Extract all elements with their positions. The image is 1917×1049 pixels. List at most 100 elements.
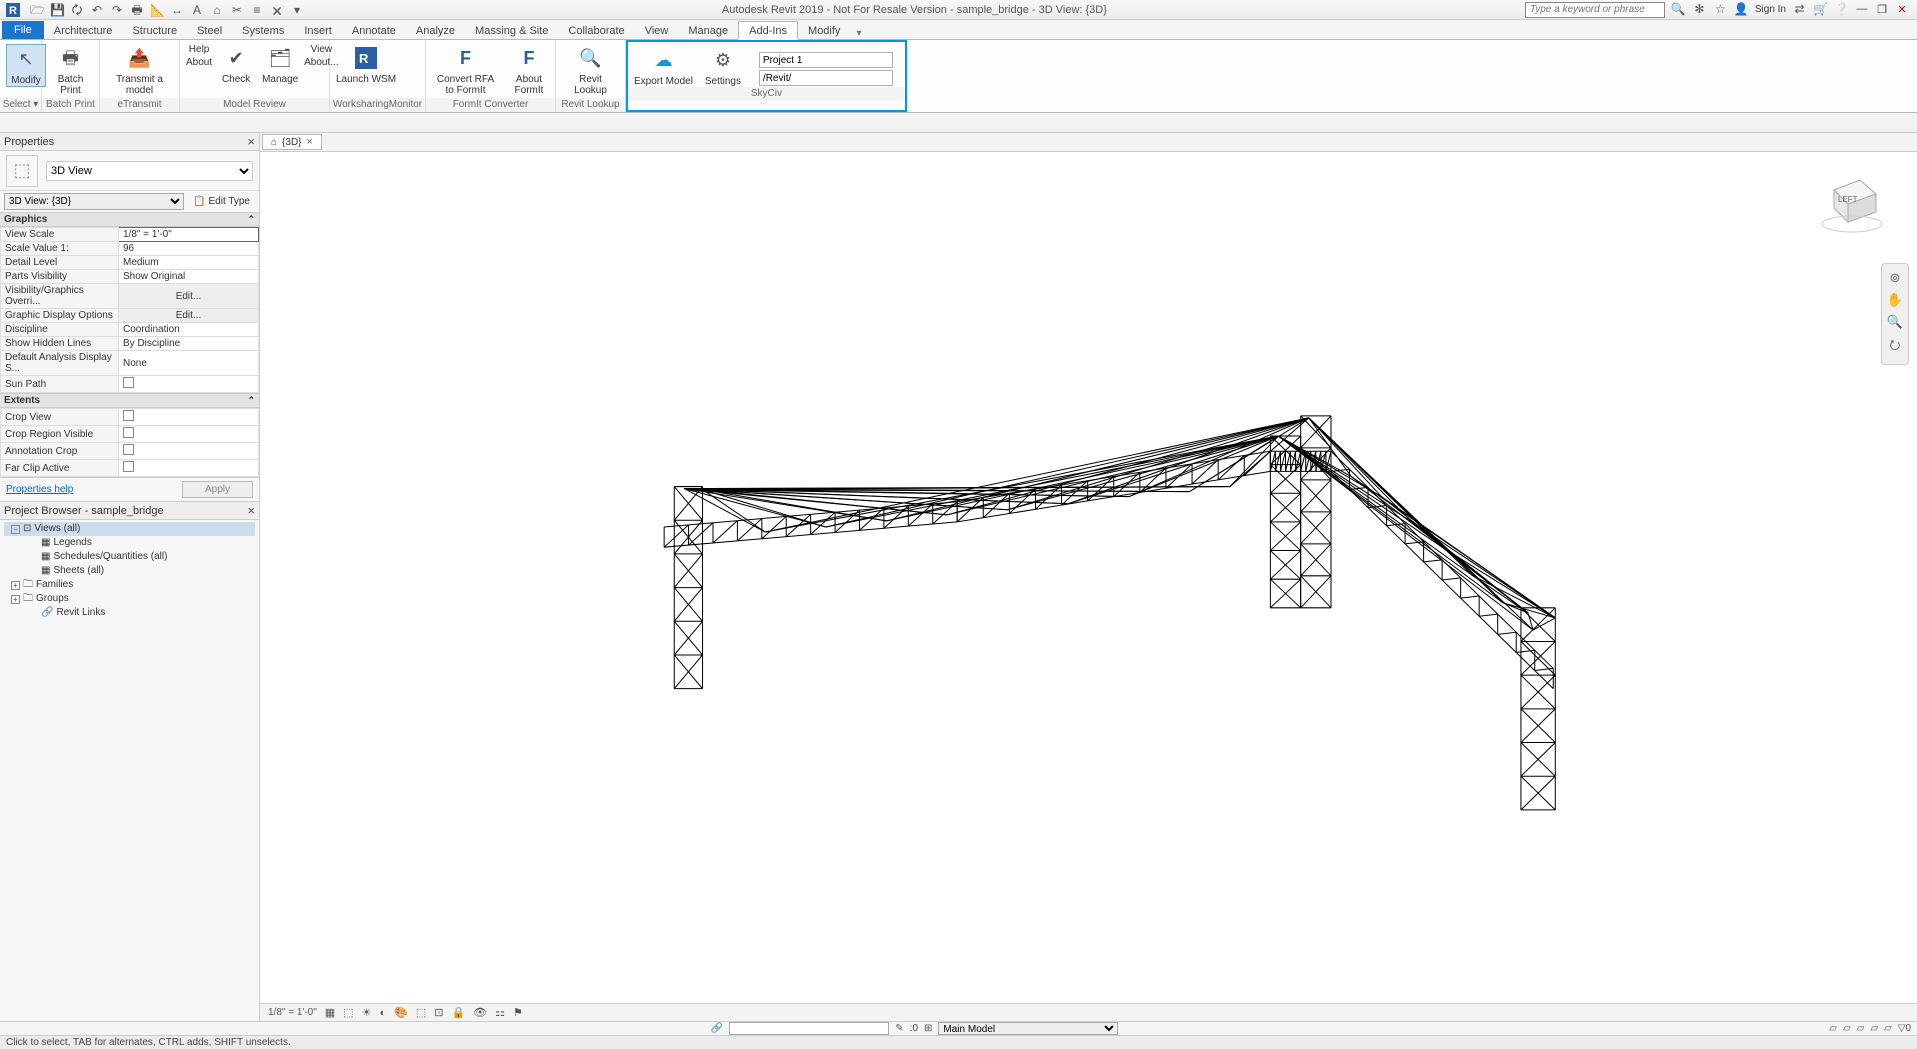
undo-icon[interactable]: ↶ bbox=[90, 3, 104, 17]
prop-value[interactable]: None bbox=[119, 351, 259, 376]
temp-icon[interactable]: 👁 bbox=[473, 1006, 487, 1019]
tab-steel[interactable]: Steel bbox=[187, 22, 232, 39]
properties-close-icon[interactable]: × bbox=[247, 134, 255, 149]
checkbox[interactable] bbox=[123, 377, 134, 388]
analytical-icon[interactable]: ⚑ bbox=[513, 1006, 523, 1019]
view-scale[interactable]: 1/8" = 1'-0" bbox=[268, 1007, 317, 1018]
measure-icon[interactable]: 📐 bbox=[150, 3, 164, 17]
wsm-tool[interactable]: RLaunch WSM bbox=[336, 44, 396, 85]
crop-icon[interactable]: ⬚ bbox=[416, 1006, 426, 1019]
panel-title-select[interactable]: Select ▾ bbox=[0, 98, 41, 112]
prop-value[interactable]: 1/8" = 1'-0" bbox=[119, 228, 259, 242]
sun-icon[interactable]: ☀ bbox=[362, 1006, 372, 1019]
zoom-icon[interactable]: 🔍 bbox=[1887, 314, 1903, 330]
sel3-icon[interactable]: ▱ bbox=[1857, 1023, 1865, 1034]
tree-expand-icon[interactable]: + bbox=[11, 595, 20, 604]
detail-icon[interactable]: ▦ bbox=[325, 1006, 335, 1019]
viewcube[interactable]: LEFT bbox=[1817, 163, 1887, 233]
tab-view[interactable]: View bbox=[635, 22, 679, 39]
sync-icon[interactable]: 🗘 bbox=[70, 3, 84, 17]
skyciv-settings-tool[interactable]: ⚙Settings bbox=[703, 46, 743, 87]
tab-overflow-icon[interactable]: ▾ bbox=[856, 28, 861, 39]
tab-massing[interactable]: Massing & Site bbox=[465, 22, 558, 39]
properties-help-link[interactable]: Properties help bbox=[6, 484, 73, 495]
prop-group[interactable]: Graphics⌃ bbox=[0, 212, 259, 227]
prop-value[interactable]: 96 bbox=[119, 242, 259, 256]
dim-icon[interactable]: ↔ bbox=[170, 3, 184, 17]
user-icon[interactable]: 👤 bbox=[1734, 2, 1749, 17]
tab-annotate[interactable]: Annotate bbox=[342, 22, 406, 39]
checkbox[interactable] bbox=[123, 461, 134, 472]
minimize-icon[interactable]: — bbox=[1855, 3, 1869, 17]
pan-icon[interactable]: ✋ bbox=[1887, 292, 1903, 308]
project-tree[interactable]: −⊡Views (all)▦Legends▦Schedules/Quantiti… bbox=[0, 520, 259, 622]
type-select[interactable]: 3D View bbox=[46, 161, 253, 181]
lock-icon[interactable]: 🔒 bbox=[451, 1006, 465, 1019]
view-tab[interactable]: ⌂ {3D} × bbox=[262, 134, 322, 150]
manage-tool[interactable]: 🗂Manage bbox=[260, 44, 300, 85]
about-tool[interactable]: About bbox=[186, 57, 212, 68]
save-icon[interactable]: 💾 bbox=[50, 3, 64, 17]
filter-icon[interactable]: ▽0 bbox=[1898, 1023, 1911, 1034]
restore-icon[interactable]: ❐ bbox=[1875, 3, 1889, 17]
tab-collaborate[interactable]: Collaborate bbox=[558, 22, 634, 39]
section-icon[interactable]: ✂ bbox=[230, 3, 244, 17]
render-icon[interactable]: 🎨 bbox=[394, 1006, 408, 1019]
about-formit-tool[interactable]: FAbout FormIt bbox=[509, 44, 549, 96]
checkbox[interactable] bbox=[123, 410, 134, 421]
etransmit-tool[interactable]: 📤Transmit a model bbox=[106, 44, 173, 96]
skyciv-project-input[interactable] bbox=[759, 52, 893, 68]
prop-value[interactable]: Show Original bbox=[119, 270, 259, 284]
star-icon[interactable]: ☆ bbox=[1713, 2, 1728, 17]
drawing-canvas[interactable] bbox=[260, 152, 1917, 1003]
modify-tool[interactable]: ↖Modify bbox=[6, 44, 46, 87]
tree-item[interactable]: ▦Schedules/Quantities (all) bbox=[4, 550, 255, 564]
batch-print-tool[interactable]: 🖶Batch Print bbox=[48, 44, 93, 96]
shadow-icon[interactable]: ◐ bbox=[379, 1007, 386, 1019]
text-icon[interactable]: A bbox=[190, 3, 204, 17]
check-tool[interactable]: ✔Check bbox=[216, 44, 256, 85]
prop-value[interactable]: By Discipline bbox=[119, 337, 259, 351]
worksets-input[interactable] bbox=[729, 1022, 889, 1035]
help-tool[interactable]: Help bbox=[186, 44, 212, 55]
apply-button[interactable]: Apply bbox=[182, 481, 253, 498]
properties-type-selector[interactable]: ⬚ 3D View bbox=[0, 151, 259, 191]
cart-icon[interactable]: 🛒 bbox=[1813, 2, 1828, 17]
checkbox[interactable] bbox=[123, 444, 134, 455]
edit-button[interactable]: Edit... bbox=[119, 309, 259, 323]
instance-select[interactable]: 3D View: {3D} bbox=[4, 193, 184, 210]
edit-type-button[interactable]: 📋Edit Type bbox=[188, 194, 255, 209]
tree-expand-icon[interactable]: + bbox=[11, 581, 20, 590]
redo-icon[interactable]: ↷ bbox=[110, 3, 124, 17]
switch-icon[interactable]: ▾ bbox=[290, 3, 304, 17]
tab-file[interactable]: File bbox=[2, 21, 44, 39]
help-icon[interactable]: ❔ bbox=[1834, 2, 1849, 17]
3d-icon[interactable]: ⌂ bbox=[210, 3, 224, 17]
checkbox[interactable] bbox=[123, 427, 134, 438]
tab-modify[interactable]: Modify bbox=[798, 22, 850, 39]
view-tab-close-icon[interactable]: × bbox=[307, 136, 313, 148]
navigation-bar[interactable]: ⊚ ✋ 🔍 ⭮ bbox=[1881, 263, 1909, 365]
thin-lines-icon[interactable]: ≡ bbox=[250, 3, 264, 17]
comm-icon[interactable]: ✻ bbox=[1692, 2, 1707, 17]
orbit-icon[interactable]: ⭮ bbox=[1890, 336, 1901, 358]
tab-addins[interactable]: Add-Ins bbox=[738, 21, 798, 40]
tab-insert[interactable]: Insert bbox=[294, 22, 342, 39]
tab-architecture[interactable]: Architecture bbox=[44, 22, 123, 39]
search-input[interactable] bbox=[1525, 2, 1665, 18]
prop-group[interactable]: Extents⌃ bbox=[0, 393, 259, 408]
prop-value[interactable]: Medium bbox=[119, 256, 259, 270]
tab-analyze[interactable]: Analyze bbox=[406, 22, 465, 39]
close-icon[interactable]: ✕ bbox=[1895, 3, 1909, 17]
tree-expand-icon[interactable]: − bbox=[11, 525, 20, 534]
skyciv-path-input[interactable] bbox=[759, 70, 893, 86]
tree-item[interactable]: 🔗Revit Links bbox=[4, 606, 255, 620]
browser-close-icon[interactable]: × bbox=[247, 503, 255, 518]
visual-style-icon[interactable]: ⬚ bbox=[343, 1006, 353, 1019]
editable-icon[interactable]: ✎ bbox=[895, 1023, 903, 1034]
revitlookup-tool[interactable]: 🔍Revit Lookup bbox=[562, 44, 619, 96]
crop2-icon[interactable]: ⊡ bbox=[434, 1006, 443, 1019]
select-links-icon[interactable]: 🔗 bbox=[711, 1023, 723, 1034]
tree-item[interactable]: +🗀Groups bbox=[4, 592, 255, 606]
close-hiddens-icon[interactable]: 🗙 bbox=[270, 3, 284, 17]
